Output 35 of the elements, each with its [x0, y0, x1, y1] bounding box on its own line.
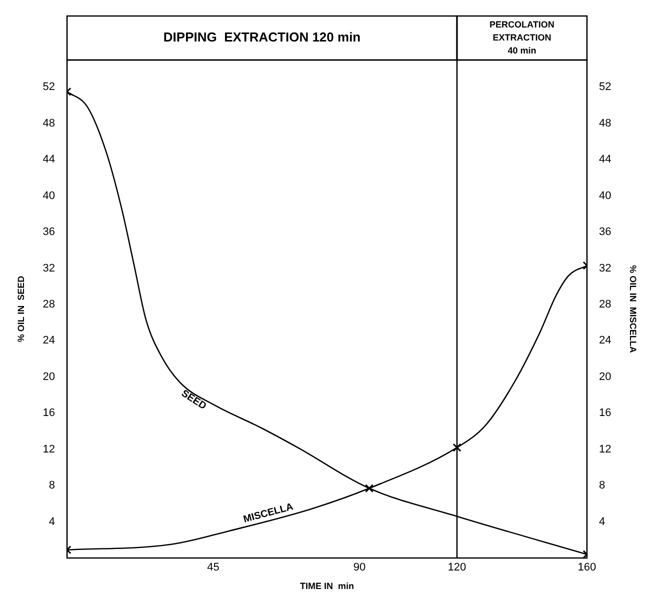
y-tick-label: 36	[42, 226, 56, 238]
y2-tick-label: 40	[598, 190, 612, 202]
y2-tick-label: 28	[598, 298, 612, 311]
y-tick-label: 44	[42, 154, 56, 166]
y-tick-label: 4	[48, 516, 56, 528]
y-axis-title: % OIL IN SEED	[16, 275, 26, 342]
y-tick-label: 32	[42, 262, 56, 274]
y2-tick-label: 48	[598, 117, 612, 130]
y-tick-label: 24	[42, 334, 56, 347]
y-tick-label: 8	[48, 480, 56, 492]
x-tick-label: 45	[207, 562, 220, 574]
y-tick-label: 48	[42, 117, 56, 130]
y2-tick-label: 8	[598, 480, 606, 492]
x-axis-title: TIME IN min	[300, 581, 354, 592]
y2-tick-label: 20	[598, 370, 612, 383]
y2-tick-label: 24	[598, 334, 612, 347]
y-tick-label: 20	[42, 370, 56, 383]
y2-tick-label: 44	[598, 154, 612, 166]
y-tick-label: 40	[42, 190, 56, 202]
x-tick-label: 160	[578, 562, 596, 574]
y2-tick-label: 32	[598, 262, 612, 274]
x-tick-label: 120	[448, 562, 466, 574]
y2-tick-label: 16	[598, 407, 612, 420]
y2-tick-label: 4	[598, 516, 606, 528]
text: PERCOLATION EXTRACTION 40 min	[490, 19, 554, 56]
y-tick-label: 52	[42, 81, 56, 94]
text: DIPPING EXTRACTION 120 min	[163, 30, 361, 45]
y-tick-label: 12	[42, 443, 56, 456]
y2-axis-title: % OIL IN MISCELLA	[628, 265, 638, 354]
y-tick-label: 16	[42, 407, 56, 420]
y2-tick-label: 12	[598, 443, 612, 456]
y-tick-label: 28	[42, 298, 56, 311]
y2-tick-label: 36	[598, 226, 612, 238]
x-tick-label: 90	[353, 562, 366, 574]
y2-tick-label: 52	[598, 81, 612, 94]
